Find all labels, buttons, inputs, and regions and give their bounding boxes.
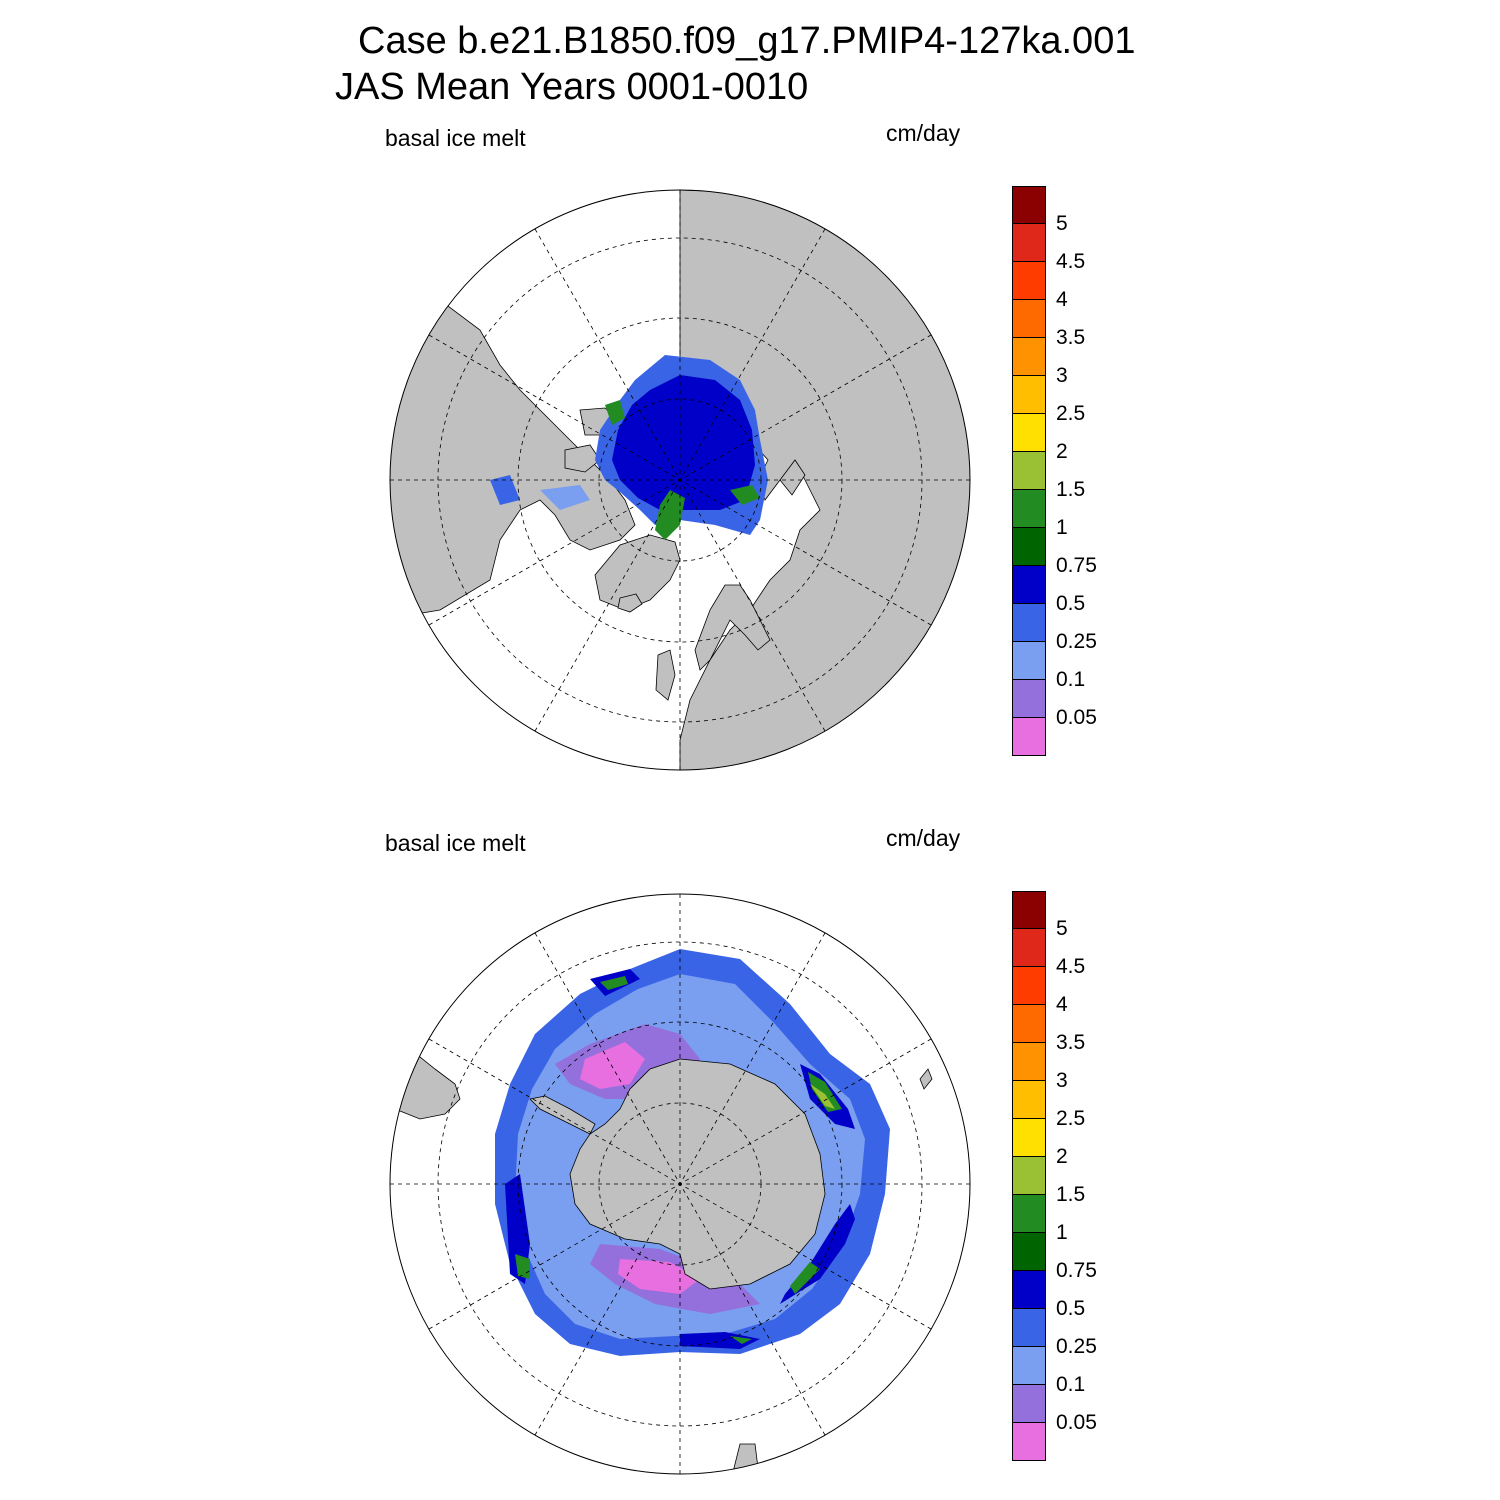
south-panel-variable-label: basal ice melt: [385, 830, 526, 856]
north-colorbar-swatch: [1012, 642, 1046, 680]
north-colorbar-label: 2: [1056, 440, 1068, 463]
north-colorbar-label: 4: [1056, 288, 1068, 311]
plot-title-case: Case b.e21.B1850.f09_g17.PMIP4-127ka.001: [358, 20, 1136, 62]
south-colorbar-swatch: [1012, 929, 1046, 967]
south-colorbar-swatch: [1012, 1271, 1046, 1309]
south-colorbar-label: 2: [1056, 1145, 1068, 1168]
south-colorbar-swatch: [1012, 1119, 1046, 1157]
south-colorbar-label: 2.5: [1056, 1107, 1086, 1130]
south-colorbar-swatch: [1012, 967, 1046, 1005]
south-panel-units-label: cm/day: [886, 825, 961, 851]
north-colorbar-swatch: [1012, 680, 1046, 718]
south-colorbar-swatch: [1012, 1043, 1046, 1081]
north-melt-field: [490, 355, 768, 540]
north-colorbar: 5 4.5 4 3.5 3 2.5 2 1.5 1 0.75 0.5 0.25 0.1 0.05: [1010, 186, 1110, 758]
north-colorbar-label: 4.5: [1056, 250, 1086, 273]
south-colorbar-swatch: [1012, 1081, 1046, 1119]
north-colorbar-swatch: [1012, 528, 1046, 566]
south-colorbar-label: 1: [1056, 1221, 1068, 1244]
south-land: [390, 1033, 933, 1474]
north-colorbar-swatch: [1012, 186, 1046, 224]
north-colorbar-swatch: [1012, 414, 1046, 452]
south-colorbar-label: 5: [1056, 917, 1068, 940]
south-colorbar-swatch: [1012, 1385, 1046, 1423]
south-colorbar-label: 4: [1056, 993, 1068, 1016]
plot-title-period: JAS Mean Years 0001-0010: [335, 66, 809, 108]
north-colorbar-label: 3.5: [1056, 326, 1086, 349]
south-colorbar-swatch: [1012, 891, 1046, 929]
north-colorbar-label: 1.5: [1056, 478, 1086, 501]
north-colorbar-swatch: [1012, 452, 1046, 490]
north-colorbar-swatch: [1012, 376, 1046, 414]
south-colorbar-swatch: [1012, 1309, 1046, 1347]
south-colorbar-swatch: [1012, 1195, 1046, 1233]
south-colorbar-label: 0.5: [1056, 1297, 1086, 1320]
south-colorbar-label: 3: [1056, 1069, 1068, 1092]
north-colorbar-label: 0.75: [1056, 554, 1097, 577]
north-colorbar-label: 0.1: [1056, 668, 1086, 691]
north-colorbar-swatch: [1012, 338, 1046, 376]
north-colorbar-swatch: [1012, 566, 1046, 604]
south-colorbar-label: 0.05: [1056, 1411, 1097, 1434]
north-colorbar-swatch: [1012, 262, 1046, 300]
south-colorbar-swatch: [1012, 1423, 1046, 1461]
south-colorbar-swatch: [1012, 1347, 1046, 1385]
north-colorbar-label: 2.5: [1056, 402, 1086, 425]
north-polar-map: [389, 189, 971, 771]
north-colorbar-swatch: [1012, 300, 1046, 338]
north-graticule: [390, 190, 970, 770]
north-panel-units-label: cm/day: [886, 120, 961, 146]
south-colorbar-label: 3.5: [1056, 1031, 1086, 1054]
south-colorbar: 5 4.5 4 3.5 3 2.5 2 1.5 1 0.75 0.5 0.25 0.1 0.05: [1010, 891, 1110, 1463]
south-colorbar-label: 4.5: [1056, 955, 1086, 978]
north-colorbar-swatch: [1012, 718, 1046, 756]
south-colorbar-label: 0.25: [1056, 1335, 1097, 1358]
north-colorbar-swatch: [1012, 604, 1046, 642]
north-colorbar-swatch: [1012, 490, 1046, 528]
north-colorbar-label: 0.05: [1056, 706, 1097, 729]
south-colorbar-label: 1.5: [1056, 1183, 1086, 1206]
south-colorbar-label: 0.1: [1056, 1373, 1086, 1396]
south-graticule: [390, 894, 970, 1474]
north-colorbar-label: 3: [1056, 364, 1068, 387]
north-colorbar-label: 0.25: [1056, 630, 1097, 653]
south-colorbar-swatch: [1012, 1233, 1046, 1271]
north-colorbar-label: 1: [1056, 516, 1068, 539]
north-colorbar-label: 5: [1056, 212, 1068, 235]
north-panel-variable-label: basal ice melt: [385, 125, 526, 151]
south-colorbar-swatch: [1012, 1005, 1046, 1043]
north-colorbar-label: 0.5: [1056, 592, 1086, 615]
south-colorbar-swatch: [1012, 1157, 1046, 1195]
south-polar-map: [389, 893, 971, 1475]
north-colorbar-swatch: [1012, 224, 1046, 262]
south-map-border: [389, 893, 971, 1475]
south-colorbar-label: 0.75: [1056, 1259, 1097, 1282]
north-map-border: [389, 189, 971, 771]
